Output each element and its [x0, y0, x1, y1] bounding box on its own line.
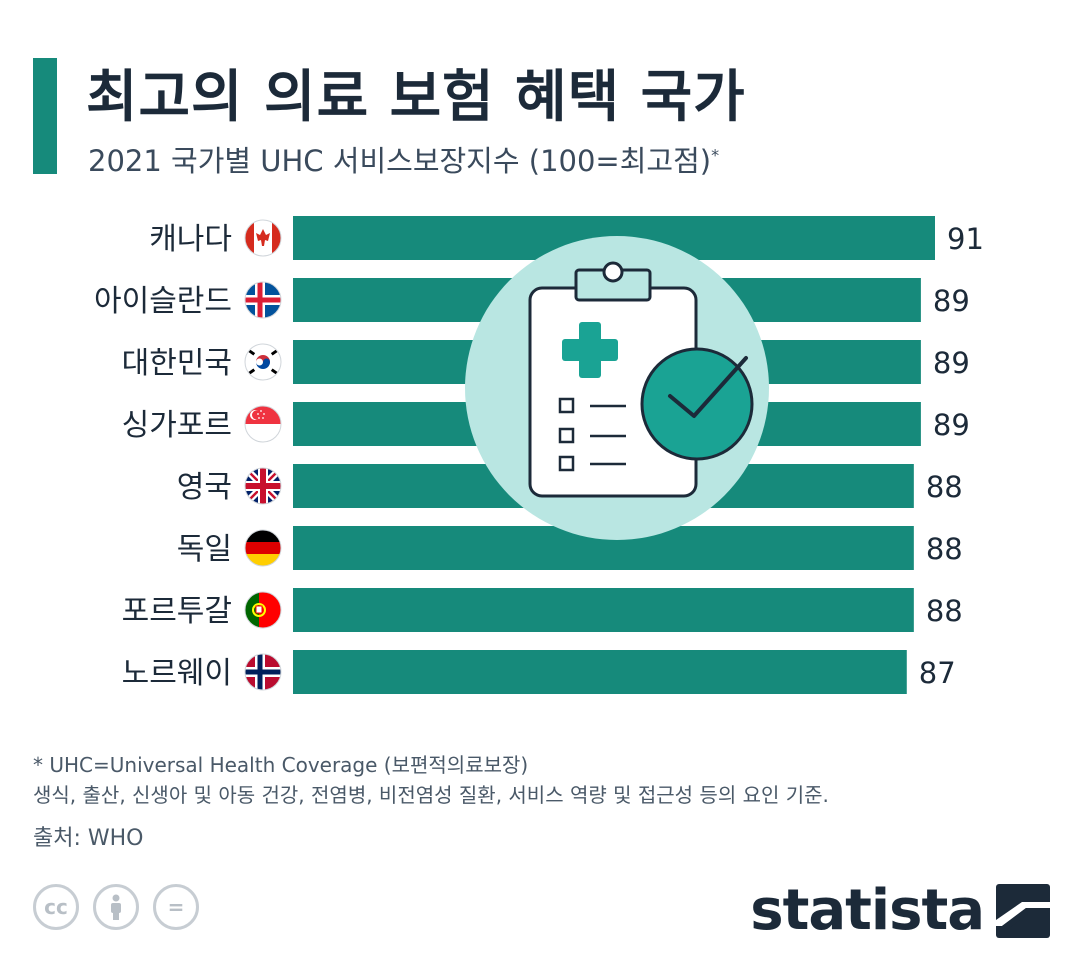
value-label: 89 — [933, 408, 970, 442]
attribution-icon[interactable] — [93, 884, 139, 930]
statista-logo-mark-icon — [996, 883, 1050, 938]
value-label: 87 — [919, 656, 956, 690]
subtitle-footnote-mark: * — [711, 145, 720, 165]
category-label: 독일 — [177, 532, 232, 567]
category-label: 싱가포르 — [122, 408, 232, 443]
value-label: 91 — [947, 222, 984, 256]
chart-title: 최고의 의료 보험 혜택 국가 — [86, 65, 746, 130]
footnote-uhc: * UHC=Universal Health Coverage (보편적의료보장… — [33, 753, 529, 777]
statista-logo[interactable]: statista — [750, 878, 1050, 943]
category-label: 아이슬란드 — [94, 284, 232, 319]
portugal-flag-icon — [244, 591, 282, 629]
bar-chart: 캐나다 91 아이슬란드 89 대한민국 89 싱가포르 89 영국 88 독일 88 포르투갈 88 노르… — [94, 216, 984, 694]
value-label: 88 — [926, 470, 963, 504]
value-label: 89 — [933, 346, 970, 380]
subtitle-text: 2021 국가별 UHC 서비스보장지수 (100=최고점) — [88, 144, 712, 178]
value-label: 88 — [926, 594, 963, 628]
norway-flag-icon — [244, 653, 282, 691]
source-text: 출처: WHO — [33, 826, 144, 851]
iceland-flag-icon — [244, 281, 282, 319]
footnote-criteria: 생식, 출산, 신생아 및 아동 건강, 전염병, 비전염성 질환, 서비스 역… — [33, 783, 829, 807]
bar-7 — [293, 650, 907, 694]
logo-text: statista — [750, 878, 985, 943]
chart-subtitle: 2021 국가별 UHC 서비스보장지수 (100=최고점)* — [88, 138, 719, 180]
south-korea-flag-icon — [244, 343, 282, 381]
bar-6 — [293, 588, 914, 632]
no-derivatives-icon[interactable]: = — [153, 884, 199, 930]
person-icon — [111, 894, 121, 920]
clipboard-checkmark-illustration — [465, 236, 769, 540]
license-icons: cc = — [33, 884, 199, 936]
cc-icon[interactable]: cc — [33, 884, 79, 930]
category-label: 포르투갈 — [122, 594, 232, 629]
title-accent-bar — [33, 58, 57, 174]
uk-flag-icon — [244, 467, 282, 505]
cc-icon-label: cc — [44, 895, 68, 919]
category-label: 영국 — [177, 470, 232, 505]
singapore-flag-icon — [244, 405, 282, 443]
footnotes: * UHC=Universal Health Coverage (보편적의료보장… — [33, 750, 829, 810]
value-label: 88 — [926, 532, 963, 566]
value-label: 89 — [933, 284, 970, 318]
germany-flag-icon — [244, 529, 282, 567]
category-label: 노르웨이 — [122, 656, 232, 691]
canada-flag-icon — [244, 219, 282, 257]
no-derivatives-label: = — [167, 895, 185, 919]
category-label: 대한민국 — [122, 346, 232, 381]
category-label: 캐나다 — [149, 222, 232, 257]
